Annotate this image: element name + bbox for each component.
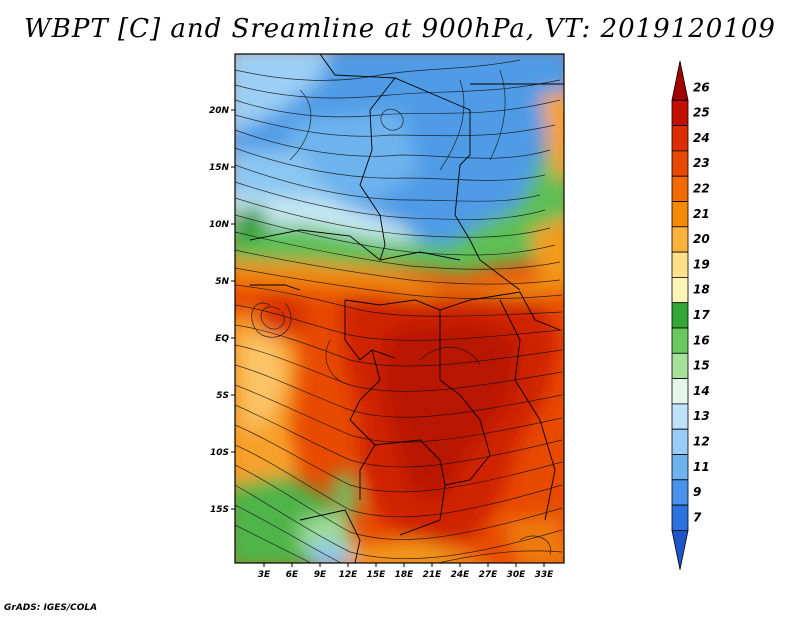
- lon-label: 27E: [479, 570, 499, 580]
- colorbar-label: 21: [693, 207, 710, 221]
- colorbar-label: 15: [693, 359, 710, 373]
- lon-label: 6E: [286, 570, 299, 580]
- colorbar-swatch: [671, 175, 689, 202]
- colorbar-label: 18: [693, 283, 710, 297]
- colorbar-label: 7: [693, 510, 702, 524]
- colorbar-swatch: [671, 226, 689, 253]
- colorbar-swatch: [671, 150, 689, 177]
- colorbar-swatch: [671, 327, 689, 354]
- lat-label: 15S: [210, 505, 229, 515]
- lon-label: 12E: [339, 570, 359, 580]
- colorbar-swatch: [671, 378, 689, 405]
- lat-label: 5S: [216, 391, 229, 401]
- colorbar-label: 13: [693, 409, 710, 423]
- lon-label: 24E: [451, 570, 471, 580]
- map-frame: [234, 53, 565, 564]
- colorbar-label: 17: [693, 308, 710, 322]
- colorbar-label: 23: [693, 156, 710, 170]
- lon-label: 9E: [314, 570, 327, 580]
- colorbar-swatch: [671, 276, 689, 304]
- colorbar-swatch: [671, 454, 689, 481]
- lon-label: 18E: [395, 570, 415, 580]
- colorbar-label: 22: [693, 182, 710, 196]
- wbpt-field: [235, 54, 564, 563]
- colorbar-swatch: [671, 403, 689, 430]
- colorbar-swatch: [671, 99, 689, 127]
- map-title: WBPT [C] and Sreamline at 900hPa, VT: 20…: [24, 14, 776, 44]
- colorbar-swatch: [671, 530, 689, 570]
- lat-label: EQ: [215, 334, 229, 344]
- colorbar-swatch: [671, 201, 689, 228]
- lat-label: 20N: [209, 106, 230, 116]
- colorbar-swatch: [671, 428, 689, 455]
- colorbar-label: 14: [693, 384, 710, 398]
- colorbar-label: 12: [693, 435, 710, 449]
- colorbar-swatch: [671, 302, 689, 329]
- colorbar-swatch: [671, 504, 689, 531]
- lat-label: 10N: [209, 220, 230, 230]
- colorbar-label: 26: [693, 80, 710, 94]
- colorbar-swatch: [671, 60, 689, 101]
- colorbar: 26 25 24 23 22 21 20 19 18 17 16 15 14 13 12 11 9 7: [671, 60, 710, 570]
- lat-label: 15N: [209, 163, 230, 173]
- colorbar-label: 11: [693, 460, 710, 474]
- colorbar-label: 25: [693, 106, 710, 120]
- colorbar-label: 24: [693, 131, 710, 145]
- lat-label: 5N: [215, 277, 229, 287]
- lon-label: 3E: [258, 570, 271, 580]
- colorbar-swatch: [671, 125, 689, 152]
- lon-label: 33E: [535, 570, 555, 580]
- lon-label: 30E: [507, 570, 527, 580]
- colorbar-label: 9: [693, 485, 701, 499]
- colorbar-swatch: [671, 479, 689, 506]
- lon-label: 21E: [423, 570, 443, 580]
- colorbar-label: 20: [693, 232, 710, 246]
- colorbar-swatch: [671, 251, 689, 278]
- colorbar-label: 19: [693, 257, 710, 271]
- colorbar-swatch: [671, 352, 689, 379]
- lon-label: 15E: [367, 570, 387, 580]
- grads-credit: GrADS: IGES/COLA: [4, 603, 98, 613]
- lat-label: 10S: [210, 448, 229, 458]
- colorbar-label: 16: [693, 333, 710, 347]
